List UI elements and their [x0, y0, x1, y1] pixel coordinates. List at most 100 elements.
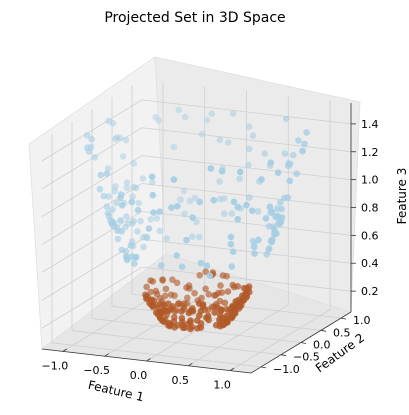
- data-point-inner: [206, 291, 213, 298]
- data-point-inner: [232, 298, 239, 305]
- data-point-outer: [163, 235, 170, 242]
- data-point-outer: [299, 148, 306, 155]
- data-point-outer: [196, 234, 203, 241]
- data-point-outer: [158, 262, 165, 269]
- data-point-outer: [237, 169, 244, 176]
- data-point-outer: [258, 176, 265, 183]
- data-point-inner: [205, 313, 212, 320]
- data-point-inner: [147, 277, 154, 284]
- data-point-outer: [228, 241, 235, 248]
- data-point-outer: [111, 188, 118, 195]
- y-tick-label: 0.5: [333, 326, 351, 339]
- data-point-outer: [251, 244, 258, 251]
- data-point-outer: [293, 170, 300, 177]
- data-point-outer: [97, 186, 104, 193]
- data-point-outer: [149, 173, 156, 180]
- y-tick-mark: [261, 367, 266, 368]
- data-point-inner: [159, 277, 166, 284]
- x-tick-label: −1.0: [42, 359, 69, 372]
- data-point-outer: [129, 199, 136, 206]
- data-point-inner: [163, 286, 170, 293]
- data-point-outer: [115, 236, 122, 243]
- data-point-outer: [229, 263, 236, 270]
- data-point-outer: [84, 132, 91, 139]
- data-point-outer: [135, 207, 142, 214]
- z-axis-label: Feature 3: [395, 168, 409, 225]
- data-point-outer: [128, 242, 135, 249]
- data-point-inner: [171, 292, 178, 299]
- data-point-outer: [100, 193, 107, 200]
- data-point-outer: [225, 139, 232, 146]
- data-point-outer: [104, 170, 111, 177]
- data-point-outer: [84, 144, 91, 151]
- y-tick-mark: [341, 318, 346, 319]
- data-point-inner: [232, 309, 239, 316]
- data-point-outer: [140, 234, 147, 241]
- data-point-inner: [187, 317, 194, 324]
- data-point-outer: [189, 233, 196, 240]
- data-point-inner: [196, 272, 203, 279]
- z-tick-label: 0.2: [361, 285, 379, 298]
- z-tick-label: 0.4: [361, 257, 379, 270]
- data-point-outer: [287, 178, 294, 185]
- data-point-inner: [184, 295, 191, 302]
- data-point-inner: [151, 297, 158, 304]
- data-point-outer: [175, 107, 182, 114]
- data-point-outer: [295, 137, 302, 144]
- data-point-inner: [202, 286, 209, 293]
- data-point-inner: [222, 300, 229, 307]
- data-point-outer: [246, 146, 253, 153]
- data-point-outer: [277, 219, 284, 226]
- data-point-outer: [182, 114, 189, 121]
- data-point-outer: [230, 248, 237, 255]
- data-point-outer: [246, 123, 253, 130]
- data-point-outer: [174, 203, 181, 210]
- data-point-outer: [123, 213, 130, 220]
- data-point-outer: [287, 161, 294, 168]
- data-point-outer: [221, 195, 228, 202]
- data-point-inner: [186, 285, 193, 292]
- data-point-outer: [173, 252, 180, 259]
- data-point-outer: [146, 225, 153, 232]
- data-point-inner: [171, 314, 178, 321]
- data-point-outer: [235, 204, 242, 211]
- data-point-outer: [267, 204, 274, 211]
- data-point-inner: [223, 273, 230, 280]
- y-tick-mark: [281, 355, 286, 356]
- data-point-outer: [179, 264, 186, 271]
- data-point-outer: [217, 137, 224, 144]
- data-point-outer: [171, 176, 178, 183]
- data-point-outer: [261, 150, 268, 157]
- data-point-inner: [211, 309, 218, 316]
- data-point-outer: [118, 191, 125, 198]
- data-point-outer: [181, 188, 188, 195]
- data-point-outer: [236, 175, 243, 182]
- z-tick-label: 1.4: [361, 118, 379, 131]
- x-tick-label: 1.0: [213, 379, 231, 392]
- data-point-inner: [219, 289, 226, 296]
- data-point-outer: [156, 208, 163, 215]
- y-tick-label: 0.0: [313, 339, 331, 352]
- data-point-outer: [255, 237, 262, 244]
- data-point-outer: [119, 202, 126, 209]
- data-point-outer: [196, 199, 203, 206]
- data-point-outer: [91, 154, 98, 161]
- data-point-outer: [290, 152, 297, 159]
- data-point-inner: [174, 280, 181, 287]
- data-point-outer: [285, 194, 292, 201]
- data-point-outer: [263, 215, 270, 222]
- data-point-inner: [217, 282, 224, 289]
- data-point-outer: [171, 144, 178, 151]
- data-point-outer: [249, 207, 256, 214]
- data-point-outer: [251, 250, 258, 257]
- data-point-inner: [189, 306, 196, 313]
- data-point-outer: [243, 202, 250, 209]
- x-tick-label: 0.5: [172, 374, 190, 387]
- data-point-outer: [216, 178, 223, 185]
- data-point-outer: [204, 262, 211, 269]
- z-tick-label: 1.2: [361, 146, 379, 159]
- y-tick-mark: [321, 330, 326, 331]
- data-point-outer: [245, 162, 252, 169]
- chart-title: Projected Set in 3D Space: [104, 10, 285, 26]
- data-point-outer: [181, 211, 188, 218]
